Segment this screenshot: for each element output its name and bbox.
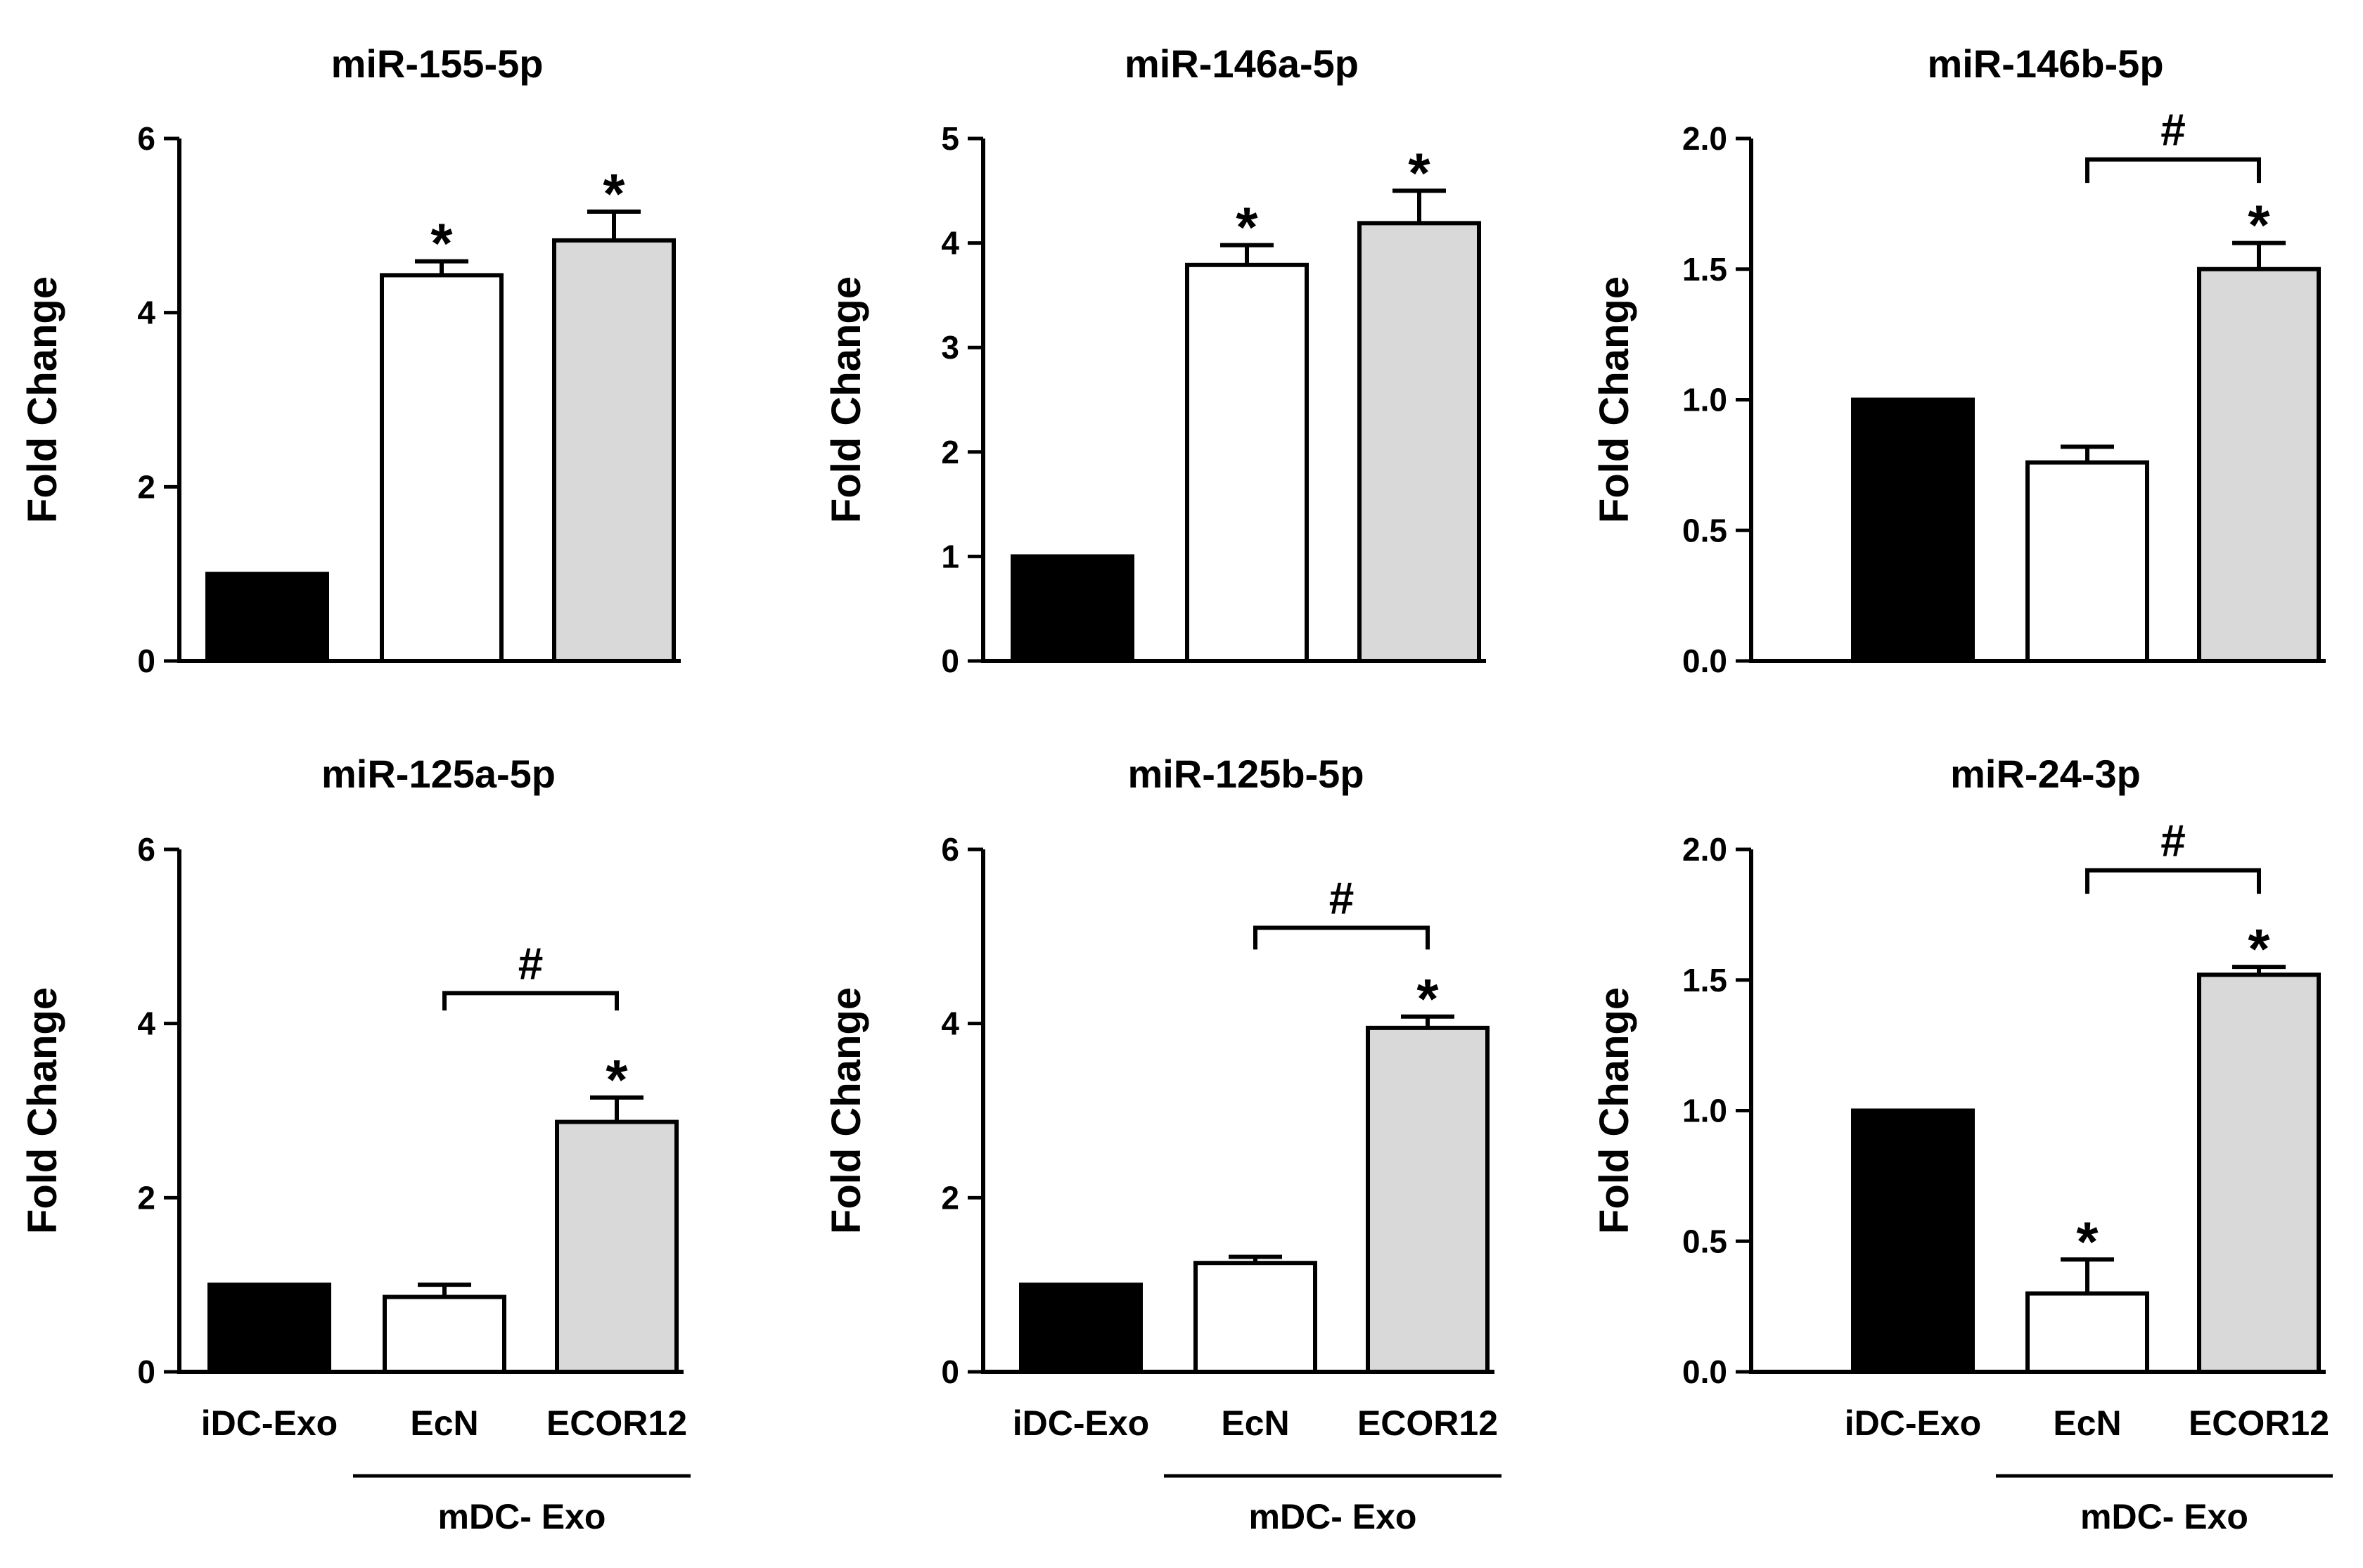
chart-title: miR-24-3p xyxy=(1950,752,2141,796)
bar-ecn xyxy=(380,273,504,663)
group-label: mDC- Exo xyxy=(2080,1497,2248,1536)
hash-label: # xyxy=(1329,873,1355,923)
x-tick-label: ECOR12 xyxy=(546,1403,687,1443)
bar-ecn xyxy=(2025,460,2149,663)
chart-title: miR-146a-5p xyxy=(1125,41,1359,86)
y-axis-label: Fold Change xyxy=(1592,987,1637,1234)
x-tick-label: EcN xyxy=(2053,1403,2121,1443)
chart-title: miR-155-5p xyxy=(331,41,544,86)
y-tick-label: 1 xyxy=(941,538,959,574)
x-tick-label: EcN xyxy=(1221,1403,1289,1443)
bar-idc-exo xyxy=(1011,554,1134,664)
y-tick-label: 2 xyxy=(137,1179,155,1216)
y-tick-label: 2.0 xyxy=(1682,120,1727,157)
y-tick-label: 6 xyxy=(941,831,959,868)
significance-star: * xyxy=(1408,141,1430,204)
y-tick-label: 5 xyxy=(941,120,959,157)
group-label: mDC- Exo xyxy=(438,1497,606,1536)
y-tick-label: 0.5 xyxy=(1682,1223,1727,1259)
y-tick-label: 6 xyxy=(137,831,155,868)
x-tick-label: EcN xyxy=(410,1403,478,1443)
chart-title: miR-125a-5p xyxy=(321,752,556,796)
comparison-bracket xyxy=(2085,868,2261,894)
y-tick-label: 4 xyxy=(941,1005,959,1042)
chart-title: miR-125b-5p xyxy=(1127,752,1364,796)
bar-ecor12 xyxy=(2197,972,2321,1374)
significance-star: * xyxy=(2076,1210,2099,1273)
y-tick-label: 0 xyxy=(941,643,959,679)
y-tick-label: 1.0 xyxy=(1682,382,1727,418)
x-tick-label: ECOR12 xyxy=(2189,1403,2329,1443)
chart-panel-3: miR-146b-5p Fold Change 0.0 0.5 1.0 1.5 2.0 * # xyxy=(1592,41,2326,679)
chart-panel-2: miR-146a-5p Fold Change 0 1 2 3 4 5 * * xyxy=(824,41,1486,679)
y-axis-label: Fold Change xyxy=(20,276,65,523)
bar-idc-exo xyxy=(205,572,329,664)
significance-star: * xyxy=(606,1048,628,1111)
y-axis-label: Fold Change xyxy=(824,987,869,1234)
bar-ecor12 xyxy=(555,1119,679,1375)
y-tick-label: 0.5 xyxy=(1682,512,1727,548)
bar-ecn xyxy=(383,1294,506,1374)
group-label: mDC- Exo xyxy=(1249,1497,1417,1536)
y-tick-label: 3 xyxy=(941,329,959,366)
y-tick-label: 1.5 xyxy=(1682,962,1727,998)
significance-star: * xyxy=(430,212,453,275)
bar-ecor12 xyxy=(1357,221,1481,663)
comparison-bracket xyxy=(2085,157,2261,184)
bar-idc-exo xyxy=(1019,1283,1143,1374)
y-tick-label: 6 xyxy=(137,120,155,157)
y-tick-label: 4 xyxy=(941,225,959,262)
comparison-bracket xyxy=(1253,925,1430,950)
bar-idc-exo xyxy=(1851,1108,1975,1374)
chart-panel-6: miR-24-3p Fold Change 0.0 0.5 1.0 1.5 2.0 * * # iD… xyxy=(1592,752,2333,1536)
bar-ecn xyxy=(1193,1261,1317,1375)
bar-ecor12 xyxy=(1366,1025,1490,1374)
y-tick-label: 4 xyxy=(137,295,155,331)
y-tick-label: 0 xyxy=(137,643,155,679)
significance-star: * xyxy=(2248,194,2270,257)
y-tick-label: 2 xyxy=(941,434,959,470)
significance-star: * xyxy=(603,162,625,225)
y-tick-label: 4 xyxy=(137,1005,155,1042)
y-tick-label: 0.0 xyxy=(1682,643,1727,679)
x-tick-label: iDC-Exo xyxy=(1845,1403,1981,1443)
hash-label: # xyxy=(2160,816,2186,866)
x-tick-label: ECOR12 xyxy=(1357,1403,1498,1443)
bar-ecor12 xyxy=(552,238,676,663)
significance-star: * xyxy=(2248,918,2270,980)
y-tick-label: 0 xyxy=(941,1354,959,1390)
hash-label: # xyxy=(2160,105,2186,155)
chart-title: miR-146b-5p xyxy=(1927,41,2163,86)
bar-ecn xyxy=(1185,262,1309,663)
comparison-bracket xyxy=(442,991,619,1011)
y-tick-label: 2 xyxy=(137,468,155,505)
y-axis-label: Fold Change xyxy=(824,276,869,523)
x-tick-label: iDC-Exo xyxy=(201,1403,338,1443)
significance-star: * xyxy=(1236,196,1258,259)
bar-idc-exo xyxy=(1851,397,1975,663)
y-tick-label: 0 xyxy=(137,1354,155,1390)
chart-panel-5: miR-125b-5p Fold Change 0 2 4 6 * # iDC-Exo EcN EC… xyxy=(824,752,1501,1536)
bar-idc-exo xyxy=(207,1283,331,1374)
chart-panel-4: miR-125a-5p Fold Change 0 2 4 6 * # iDC-Exo EcN EC… xyxy=(20,752,691,1536)
y-axis-label: Fold Change xyxy=(20,987,65,1234)
hash-label: # xyxy=(518,938,544,989)
y-tick-label: 0.0 xyxy=(1682,1354,1727,1390)
chart-panel-1: miR-155-5p Fold Change 0 2 4 6 * * xyxy=(20,41,681,679)
y-tick-label: 1.0 xyxy=(1682,1093,1727,1129)
bar-ecor12 xyxy=(2197,266,2321,663)
y-tick-label: 2.0 xyxy=(1682,831,1727,868)
y-tick-label: 2 xyxy=(941,1179,959,1216)
y-axis-label: Fold Change xyxy=(1592,276,1637,523)
significance-star: * xyxy=(1416,968,1439,1030)
bar-ecn xyxy=(2025,1291,2149,1375)
y-tick-label: 1.5 xyxy=(1682,251,1727,288)
x-tick-label: iDC-Exo xyxy=(1013,1403,1149,1443)
